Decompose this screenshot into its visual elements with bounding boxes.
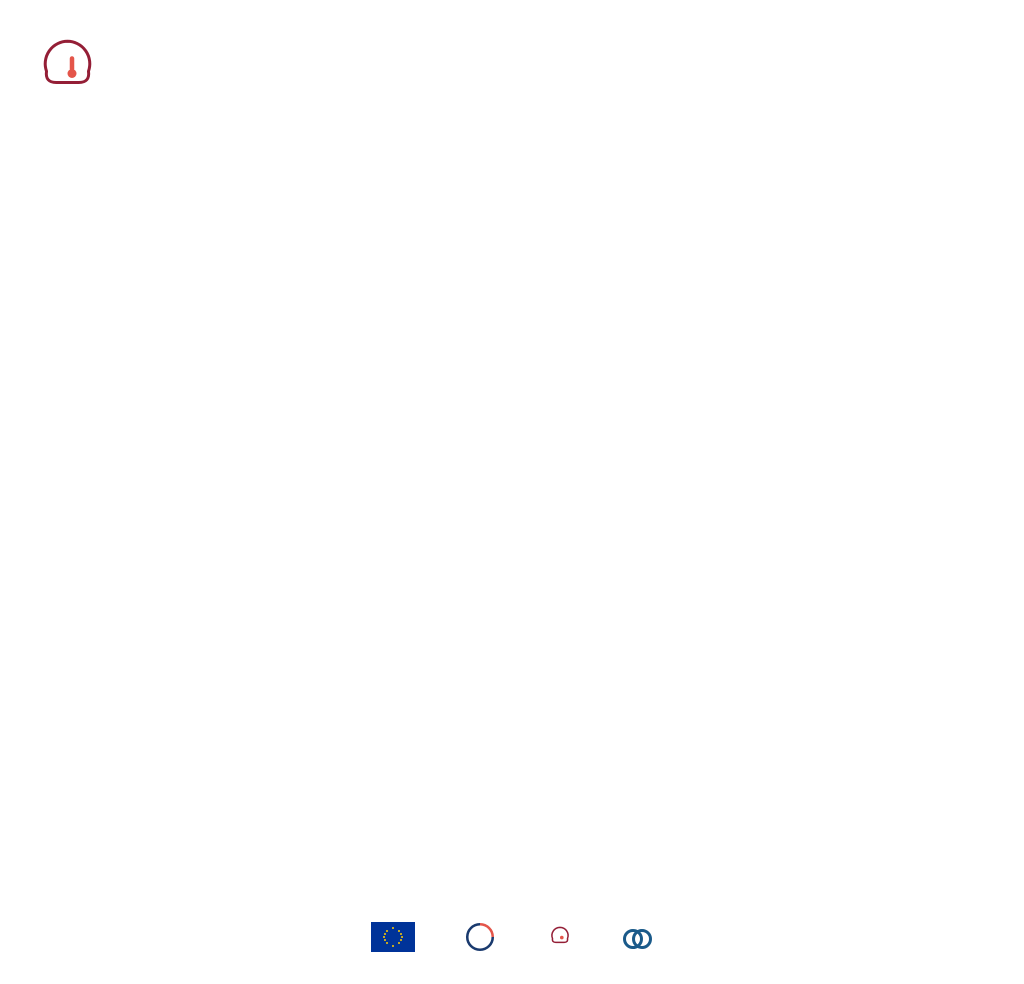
ccs-icon [545, 922, 575, 952]
copernicus-logo [463, 920, 505, 954]
ecmwf-logo [623, 927, 654, 947]
climate-change-service-logo [545, 922, 583, 952]
header [0, 30, 1024, 115]
ecmwf-icon [623, 929, 651, 947]
title-block [125, 30, 994, 38]
eu-flag-icon [371, 922, 415, 952]
eu-programme-logo [371, 922, 423, 952]
footer-logos [0, 890, 1024, 984]
chart-canvas [20, 135, 984, 864]
selector-block [0, 864, 1024, 890]
copernicus-icon [463, 920, 497, 954]
climate-service-icon [30, 30, 105, 105]
anomaly-bar-chart [20, 135, 984, 864]
